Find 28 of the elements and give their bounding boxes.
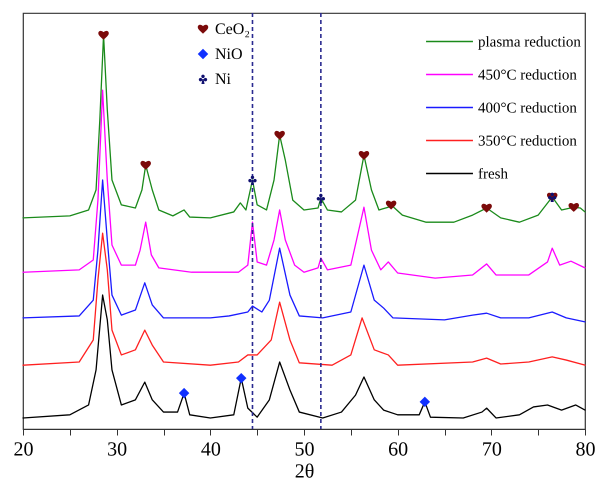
x-tick-label: 60	[388, 438, 408, 460]
x-axis-title: 2θ	[294, 460, 314, 482]
point	[98, 30, 109, 40]
legend-label: 400°C reduction	[478, 100, 578, 116]
legend-label: 450°C reduction	[478, 68, 578, 84]
point	[386, 200, 396, 210]
point	[481, 204, 492, 213]
point	[358, 151, 370, 160]
point	[178, 388, 190, 398]
x-tick-label: 80	[576, 438, 596, 460]
legend-label: plasma reduction	[478, 34, 582, 50]
point	[236, 372, 246, 384]
point	[140, 160, 151, 170]
x-tick-label: 50	[294, 438, 314, 460]
legend-label: 350°C reduction	[478, 134, 578, 150]
point	[274, 130, 285, 140]
legend-label: fresh	[478, 166, 508, 182]
x-tick-label: 30	[107, 438, 128, 460]
point	[248, 176, 257, 186]
legend-label: CeO₂	[215, 21, 250, 38]
point	[420, 396, 430, 408]
x-tick-label: 70	[482, 438, 502, 460]
legend-label: NiO	[215, 46, 243, 63]
x-tick-label: 40	[200, 438, 221, 460]
legend-label: Ni	[215, 71, 232, 88]
x-tick-label: 20	[14, 438, 34, 460]
point	[316, 194, 326, 204]
point	[568, 203, 580, 212]
